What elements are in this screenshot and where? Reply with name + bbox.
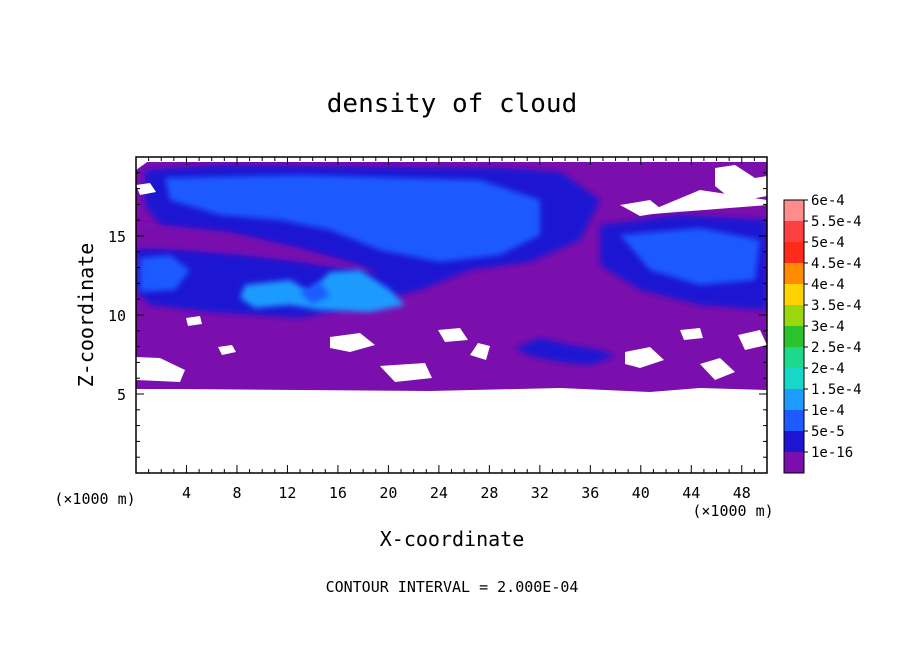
x-axis-title: X-coordinate xyxy=(380,527,525,551)
x-tick-label: 20 xyxy=(379,484,397,502)
y-unit-label: (×1000 m) xyxy=(54,490,135,508)
y-axis-ticks: 5 10 15 xyxy=(108,172,767,458)
x-tick-label: 44 xyxy=(682,484,700,502)
colorbar-label: 2e-4 xyxy=(811,361,845,377)
cloud-region-1e-4-west xyxy=(140,255,190,292)
x-tick-label: 16 xyxy=(329,484,347,502)
colorbar-label: 5.5e-4 xyxy=(811,214,862,230)
colorbar-label: 5e-4 xyxy=(811,235,845,251)
cloud-field xyxy=(136,157,767,392)
colorbar-swatch xyxy=(784,452,804,473)
y-axis-title: Z-coordinate xyxy=(74,243,98,388)
x-axis-ticks: 4 8 12 16 20 24 28 32 36 40 44 48 xyxy=(148,157,755,502)
colorbar-swatch xyxy=(784,263,804,284)
y-tick-label: 10 xyxy=(108,307,126,325)
cloud-region-intrusion xyxy=(136,222,380,275)
colorbar-swatch xyxy=(784,284,804,305)
cloud-region-5e-5-patch xyxy=(515,338,615,365)
colorbar-label: 4.5e-4 xyxy=(811,256,862,272)
cloud-region-1e-4-core-rim xyxy=(300,282,330,304)
colorbar-swatch xyxy=(784,326,804,347)
colorbar-swatch xyxy=(784,368,804,389)
colorbar-label: 2.5e-4 xyxy=(811,340,862,356)
x-tick-label: 8 xyxy=(232,484,241,502)
colorbar-swatch xyxy=(784,200,804,221)
colorbar-label: 1e-4 xyxy=(811,403,845,419)
contour-interval-note: CONTOUR INTERVAL = 2.000E-04 xyxy=(326,578,579,596)
x-tick-label: 32 xyxy=(531,484,549,502)
y-tick-label: 15 xyxy=(108,228,126,246)
colorbar-swatch xyxy=(784,389,804,410)
colorbar-label: 5e-5 xyxy=(811,424,845,440)
x-tick-label: 40 xyxy=(632,484,650,502)
clear-sky-patches xyxy=(136,157,767,382)
colorbar-swatch xyxy=(784,305,804,326)
colorbar-label: 3e-4 xyxy=(811,319,845,335)
x-tick-label: 48 xyxy=(733,484,751,502)
cloud-region-1e-4 xyxy=(165,175,540,262)
colorbar-swatch xyxy=(784,431,804,452)
colorbar-label: 1.5e-4 xyxy=(811,382,862,398)
x-unit-label: (×1000 m) xyxy=(692,502,773,520)
colorbar-swatch xyxy=(784,410,804,431)
y-tick-label: 5 xyxy=(117,386,126,404)
cloud-region-1e-4-east xyxy=(620,228,760,285)
colorbar-label: 1e-16 xyxy=(811,445,853,461)
colorbar-label: 4e-4 xyxy=(811,277,845,293)
x-tick-label: 4 xyxy=(182,484,191,502)
chart-title: density of cloud xyxy=(327,89,577,119)
x-tick-label: 24 xyxy=(430,484,448,502)
colorbar-label: 6e-4 xyxy=(811,193,845,209)
colorbar-legend: 6e-4 5.5e-4 5e-4 4.5e-4 4e-4 3.5e-4 3e-4 2.5e-4… xyxy=(783,193,862,474)
colorbar-label: 3.5e-4 xyxy=(811,298,862,314)
x-tick-label: 28 xyxy=(480,484,498,502)
colorbar-swatch xyxy=(784,347,804,368)
x-tick-label: 12 xyxy=(278,484,296,502)
colorbar-swatch xyxy=(784,242,804,263)
colorbar-swatch xyxy=(784,221,804,242)
x-tick-label: 36 xyxy=(581,484,599,502)
colorbar-frame xyxy=(783,199,805,474)
